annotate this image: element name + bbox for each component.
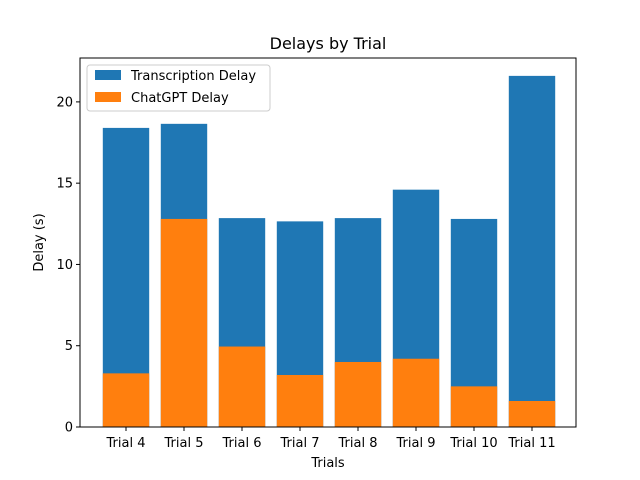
y-axis-label: Delay (s) <box>32 213 47 271</box>
bar-chatgpt-delay-trial-4 <box>103 373 149 427</box>
y-tick-label: 0 <box>65 421 73 436</box>
bar-chatgpt-delay-trial-5 <box>161 219 207 427</box>
bar-transcription-delay-trial-11 <box>509 76 555 427</box>
y-tick-label: 20 <box>56 95 73 110</box>
legend-label-chatgpt: ChatGPT Delay <box>131 91 229 106</box>
bars-group <box>103 76 555 427</box>
bar-chatgpt-delay-trial-10 <box>451 386 497 427</box>
y-tick-label: 15 <box>56 177 73 192</box>
x-tick-label: Trial 5 <box>164 436 204 451</box>
chart-title: Delays by Trial <box>270 34 387 53</box>
x-tick-label: Trial 8 <box>338 436 378 451</box>
x-tick-label: Trial 11 <box>507 436 555 451</box>
bar-chatgpt-delay-trial-8 <box>335 362 381 427</box>
x-axis: Trial 4 Trial 5 Trial 6 Trial 7 Trial 8 Trial… <box>106 427 556 451</box>
y-axis: 0 5 10 15 20 <box>56 95 80 435</box>
x-tick-label: Trial 10 <box>449 436 497 451</box>
legend: Transcription Delay ChatGPT Delay <box>87 65 270 111</box>
plot-frame <box>80 58 576 427</box>
y-tick-label: 10 <box>56 258 73 273</box>
x-tick-label: Trial 7 <box>280 436 320 451</box>
legend-label-transcription: Transcription Delay <box>130 69 256 84</box>
bar-chatgpt-delay-trial-11 <box>509 401 555 427</box>
x-axis-label: Trials <box>310 456 345 471</box>
x-tick-label: Trial 4 <box>106 436 146 451</box>
x-tick-label: Trial 9 <box>396 436 436 451</box>
bar-chatgpt-delay-trial-6 <box>219 347 265 427</box>
y-tick-label: 5 <box>65 339 73 354</box>
bar-chatgpt-delay-trial-9 <box>393 359 439 427</box>
legend-swatch-transcription <box>95 70 121 80</box>
legend-swatch-chatgpt <box>95 92 121 102</box>
bar-chatgpt-delay-trial-7 <box>277 375 323 427</box>
x-tick-label: Trial 6 <box>222 436 262 451</box>
